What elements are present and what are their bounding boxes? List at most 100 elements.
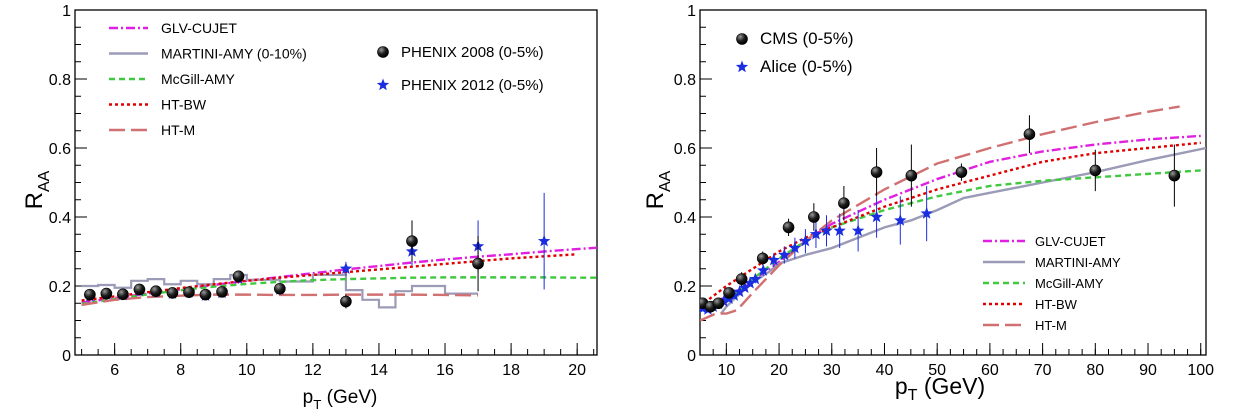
plot-area: [81, 192, 597, 309]
x-tick-label: 10: [238, 362, 256, 379]
data-point-circle: [838, 197, 850, 209]
y-axis-label-sub: AA: [657, 170, 674, 192]
y-axis-label: RAA: [21, 170, 53, 209]
x-axis-label: pT (GeV): [303, 387, 378, 412]
legend-label: HT-BW: [161, 97, 207, 113]
data-point-star: [733, 285, 746, 298]
legend-label: GLV-CUJET: [1035, 234, 1106, 249]
y-tick-label: 0: [687, 348, 696, 365]
data-point-circle: [216, 286, 228, 298]
data-point-circle: [955, 166, 968, 178]
legend-label: GLV-CUJET: [161, 20, 237, 36]
legend-label: PHENIX 2012 (0-5%): [401, 77, 544, 94]
y-axis-label: RAA: [642, 170, 674, 209]
x-tick-label: 30: [823, 362, 841, 379]
data-point-star: [743, 276, 757, 289]
curve-ht-bw: [700, 141, 1201, 308]
legend-circle-marker: [736, 33, 748, 45]
legend-label: Alice (0-5%): [760, 57, 853, 76]
data-point-star: [738, 281, 751, 293]
data-point-circle: [150, 285, 162, 297]
data-point-circle: [735, 273, 748, 285]
y-tick-label: 0.8: [674, 72, 696, 89]
x-tick-label: 16: [436, 362, 454, 379]
data-point-circle: [712, 297, 725, 310]
y-tick-label: 0: [62, 348, 71, 365]
data-point-star: [799, 234, 812, 247]
curve-mcgill-amy: [705, 169, 1201, 308]
x-tick-label: 8: [176, 362, 185, 379]
data-point-circle: [100, 287, 113, 300]
x-tick-label: 60: [981, 362, 999, 379]
x-tick-label: 80: [1086, 362, 1104, 379]
y-tick-label: 0.2: [674, 279, 696, 296]
y-axis-label-sub: AA: [36, 170, 53, 192]
data-point-star: [833, 224, 846, 237]
x-tick-label: 90: [1139, 362, 1157, 379]
y-tick-label: 1: [62, 3, 71, 20]
y-axis-label-main: R: [21, 192, 48, 209]
legend-label: HT-M: [161, 122, 195, 138]
x-tick-label: 6: [110, 362, 119, 379]
legend-circle-marker: [377, 46, 389, 58]
right-panel-lhc: 0 0.2 0.4 0.6 0.8 1 10 20 30 40 50 60 70 80 90 100 pT (G…: [642, 3, 1214, 404]
y-tick-label: 0.2: [49, 279, 71, 296]
data-point-circle: [133, 283, 146, 296]
data-point-circle: [756, 252, 769, 265]
x-tick-label: 12: [304, 362, 322, 379]
data-point-circle: [183, 286, 195, 299]
data-point-circle: [406, 235, 418, 247]
curve-ht-bw: [81, 253, 578, 302]
y-tick-label: 0.4: [674, 210, 696, 227]
legend-label: McGill-AMY: [1035, 276, 1104, 291]
y-tick-label: 0.8: [49, 72, 71, 89]
data-point-circle: [274, 282, 286, 295]
data-point-circle: [782, 221, 795, 234]
x-axis-label: pT (GeV): [895, 373, 985, 404]
curve-ht-m: [700, 105, 1180, 322]
curve-mcgill-amy: [81, 276, 597, 306]
y-tick-label: 0.6: [674, 141, 696, 158]
data-point-circle: [340, 295, 352, 308]
curve-ht-m: [81, 293, 479, 307]
data-point-circle: [84, 288, 96, 301]
data-point-star: [820, 224, 833, 237]
data-point-star: [757, 263, 770, 276]
x-tick-label: 40: [876, 362, 894, 379]
data-point-circle: [1168, 169, 1181, 182]
x-tick-label: 18: [502, 362, 520, 379]
x-tick-label: 100: [1187, 362, 1214, 379]
y-tick-label: 1: [687, 3, 696, 20]
data-point-circle: [1089, 164, 1102, 177]
y-axis-label-main: R: [642, 192, 669, 209]
data-point-circle: [166, 287, 179, 299]
data-point-circle: [472, 257, 484, 270]
x-tick-label: 70: [1034, 362, 1052, 379]
data-point-circle: [199, 288, 212, 301]
data-point-star: [788, 241, 802, 254]
legend-label: MARTINI-AMY (0-10%): [161, 46, 307, 62]
x-tick-label: 50: [928, 362, 946, 379]
x-axis-label-sub: T: [908, 386, 918, 404]
data-point-circle: [1023, 128, 1036, 140]
data-point-star: [809, 227, 823, 240]
legend-label: MARTINI-AMY: [1035, 255, 1121, 270]
x-tick-label: 10: [717, 362, 735, 379]
data-point-star: [851, 224, 865, 237]
data-point-circle: [870, 166, 883, 178]
data-point-star: [870, 210, 883, 223]
data-point-circle: [905, 169, 918, 182]
legend-label: PHENIX 2008 (0-5%): [401, 44, 544, 61]
x-axis-label-main: p: [303, 387, 314, 408]
legend-label: McGill-AMY: [161, 71, 236, 87]
plot-frame: [74, 9, 598, 356]
x-tick-label: 20: [770, 362, 788, 379]
legend-star-marker: [376, 78, 390, 91]
y-tick-label: 0.6: [49, 141, 71, 158]
data-point-star: [749, 272, 762, 285]
data-point-star: [537, 234, 551, 247]
data-point-star: [778, 248, 791, 261]
data-point-star: [339, 262, 353, 275]
data-point-circle: [117, 288, 129, 301]
